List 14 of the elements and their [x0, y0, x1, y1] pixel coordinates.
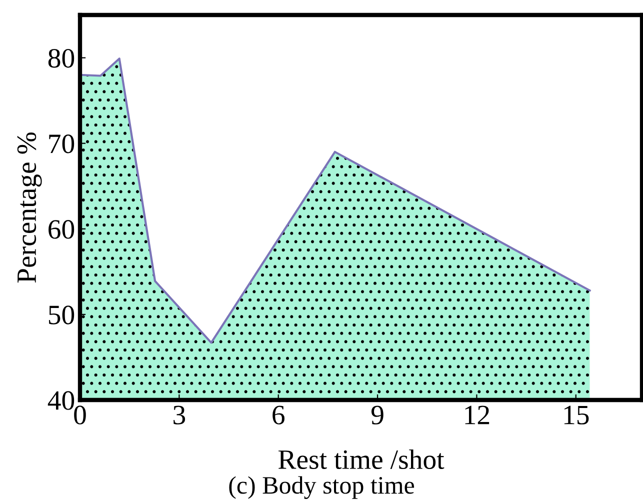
x-tick-label: 6 — [272, 406, 284, 424]
text: (c) Body stop time — [229, 476, 414, 499]
y-tick-label: 70 — [49, 134, 74, 154]
x-tick-label: 12 — [465, 406, 490, 424]
x-tick-label: 0 — [74, 406, 86, 424]
x-tick-label: 9 — [371, 406, 384, 424]
y-tick-label: 40 — [48, 391, 74, 410]
x-tick-label: 15 — [564, 406, 589, 424]
y-tick-label: 50 — [48, 306, 74, 324]
x-axis-title: Rest time /shot — [278, 449, 444, 470]
x-tick-label: 3 — [174, 406, 186, 424]
y-tick-label: 80 — [48, 48, 74, 68]
y-tick-label: 60 — [48, 220, 74, 239]
y-axis-title: Percentage % — [17, 132, 42, 283]
